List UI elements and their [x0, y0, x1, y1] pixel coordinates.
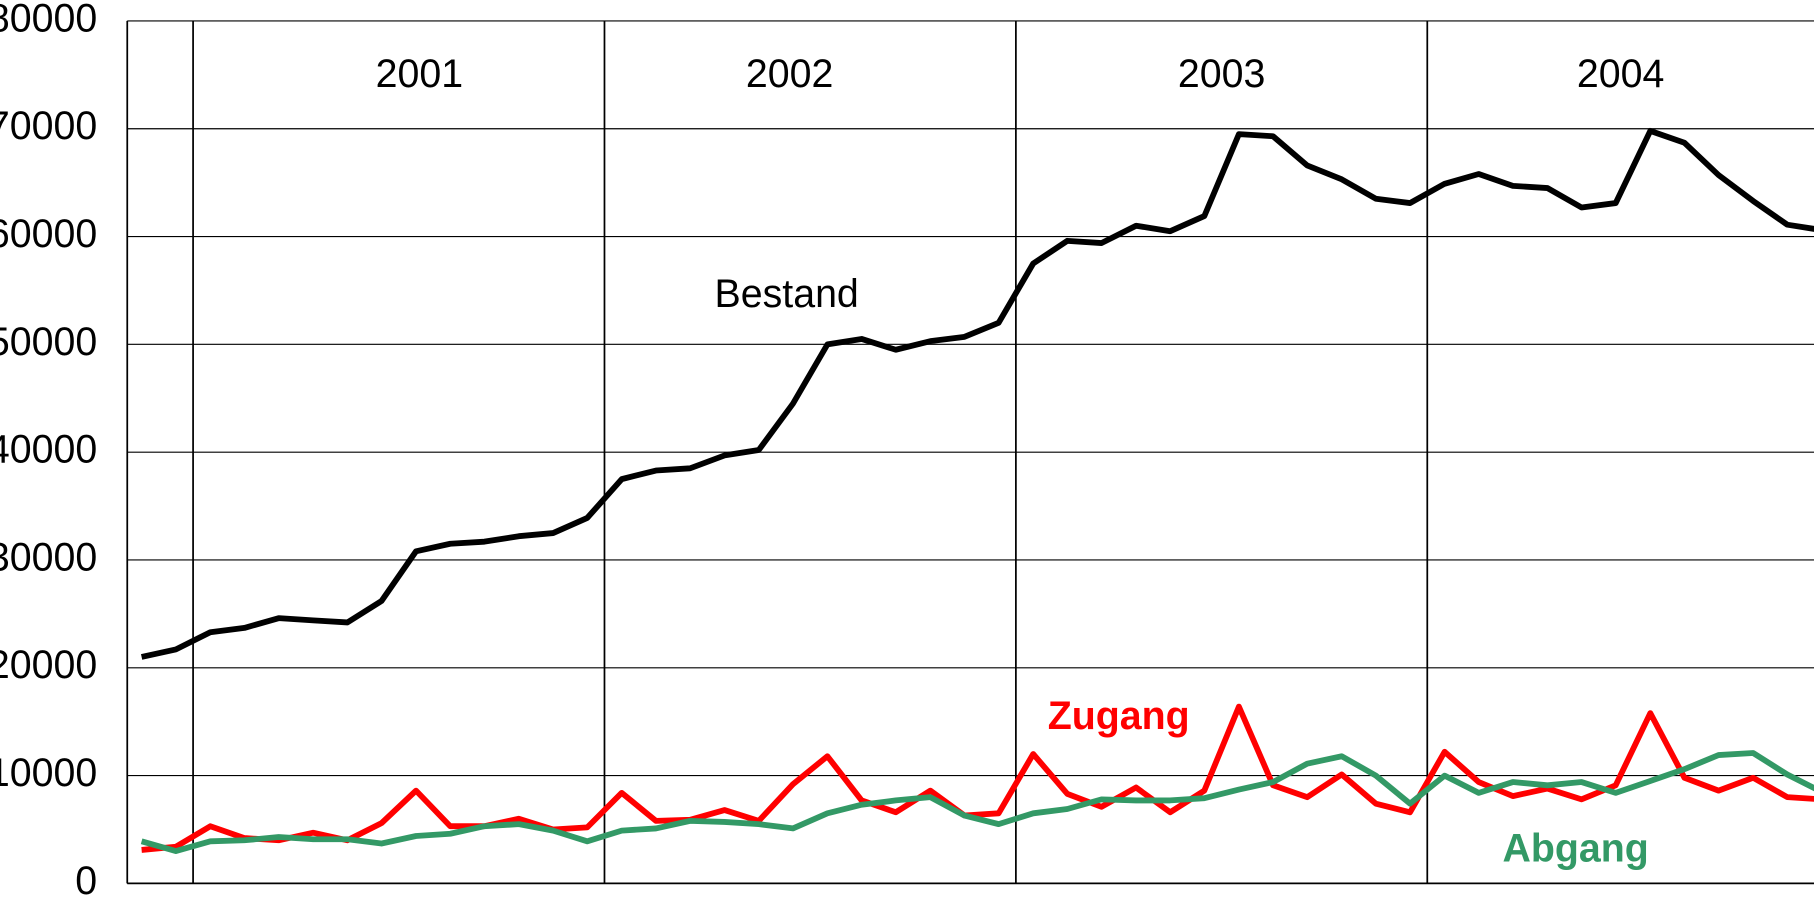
y-tick-label: 10000 [0, 751, 97, 795]
y-tick-label: 70000 [0, 104, 97, 148]
year-label: 2001 [376, 52, 463, 96]
plot-area [140, 127, 1814, 854]
year-label: 2002 [746, 52, 833, 96]
series-label: Zugang [1048, 694, 1190, 738]
y-tick-label: 20000 [0, 643, 97, 687]
y-tick-label: 0 [75, 859, 97, 902]
year-label: 2003 [1178, 52, 1265, 96]
y-tick-label: 40000 [0, 428, 97, 472]
y-tick-label: 80000 [0, 0, 97, 40]
y-tick-label: 60000 [0, 212, 97, 256]
series-label: Bestand [715, 272, 859, 316]
series-label: Abgang [1503, 826, 1649, 870]
series-line [140, 127, 1814, 660]
y-tick-label: 50000 [0, 320, 97, 364]
series-line [140, 750, 1814, 854]
year-label: 2004 [1577, 52, 1664, 96]
series-line [141, 703, 1814, 853]
y-tick-label: 30000 [0, 535, 97, 579]
